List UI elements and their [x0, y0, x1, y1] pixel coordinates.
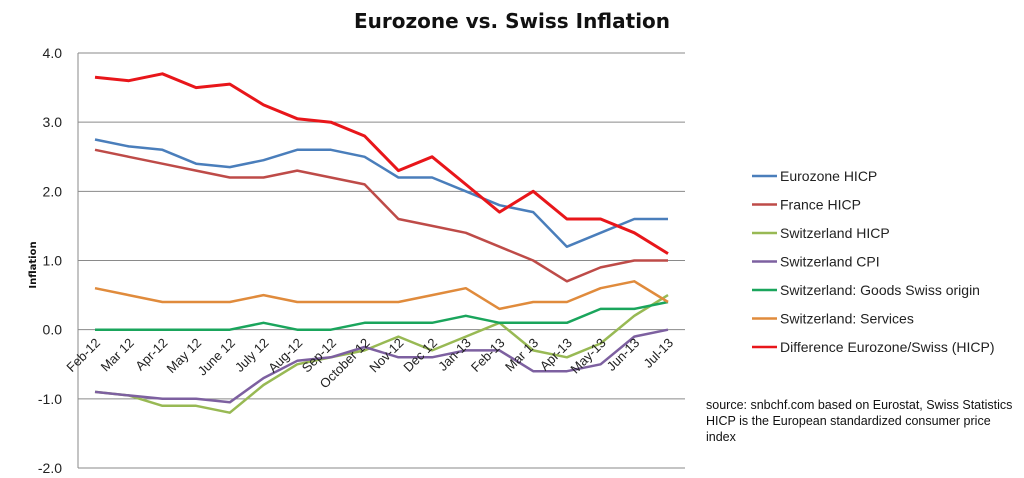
y-tick-label: -2.0 — [38, 460, 62, 476]
y-axis-ticks: 4.0 3.0 2.0 1.0 0.0 -1.0 -2.0 — [38, 45, 62, 476]
y-tick-label: 4.0 — [43, 45, 63, 61]
x-tick-label: Aug-12 — [265, 335, 305, 375]
x-tick-label: Feb-12 — [63, 335, 103, 375]
series-line — [95, 300, 669, 331]
x-tick-label: Jul-13 — [640, 335, 676, 371]
legend-label: Switzerland: Goods Swiss origin — [780, 282, 980, 298]
y-tick-label: 3.0 — [43, 114, 63, 130]
legend-label: Switzerland CPI — [780, 254, 880, 270]
grid — [77, 52, 685, 469]
series-line — [94, 138, 668, 248]
x-tick-label: June 12 — [195, 335, 238, 378]
y-axis-label: Inflation — [28, 241, 39, 288]
legend: Eurozone HICP France HICP Switzerland HICP… — [752, 168, 994, 355]
chart-title: Eurozone vs. Swiss Inflation — [354, 9, 670, 33]
x-tick-label: Jun-13 — [604, 335, 643, 374]
x-tick-label: Mar 12 — [98, 335, 137, 374]
series-lines — [94, 72, 669, 414]
source-note-line: index — [706, 430, 736, 444]
y-tick-label: 2.0 — [43, 183, 63, 199]
x-tick-label: July 12 — [232, 335, 272, 375]
source-note: source: snbchf.com based on Eurostat, Sw… — [706, 397, 1024, 445]
y-tick-label: 1.0 — [43, 253, 63, 269]
legend-label: Switzerland: Services — [780, 311, 914, 327]
legend-label: Eurozone HICP — [780, 168, 877, 184]
series-line — [94, 148, 668, 283]
series-line — [94, 72, 669, 255]
y-tick-label: -1.0 — [38, 391, 62, 407]
legend-label: France HICP — [780, 197, 861, 213]
source-note-line: source: snbchf.com based on Eurostat, Sw… — [706, 398, 1013, 412]
series-line — [94, 328, 669, 404]
source-note-line: HICP is the European standardized consum… — [706, 414, 991, 428]
series-line — [94, 280, 669, 311]
series-line — [94, 294, 669, 414]
x-tick-label: Feb-13 — [468, 335, 508, 375]
y-tick-label: 0.0 — [43, 322, 63, 338]
legend-label: Switzerland HICP — [780, 225, 890, 241]
legend-label: Difference Eurozone/Swiss (HICP) — [780, 339, 994, 355]
